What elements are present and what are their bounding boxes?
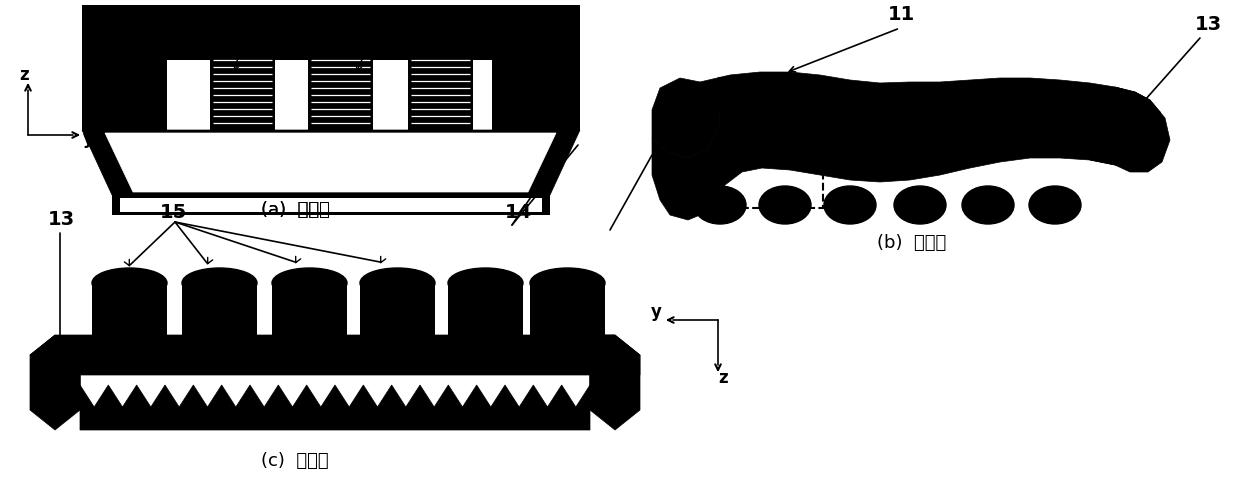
- Ellipse shape: [448, 335, 523, 347]
- Ellipse shape: [825, 186, 875, 224]
- Bar: [82, 5, 580, 60]
- Polygon shape: [652, 78, 720, 158]
- Text: 14: 14: [505, 203, 532, 222]
- Ellipse shape: [272, 335, 347, 347]
- Text: 13: 13: [1195, 15, 1223, 34]
- Text: y: y: [83, 130, 93, 148]
- Ellipse shape: [759, 186, 811, 224]
- Bar: [272, 283, 347, 341]
- Bar: [120, 198, 542, 212]
- Text: 13: 13: [48, 210, 76, 229]
- Bar: [308, 55, 373, 130]
- Text: y: y: [651, 303, 661, 321]
- Bar: [210, 55, 275, 130]
- Bar: [112, 195, 551, 215]
- Polygon shape: [81, 375, 590, 430]
- Text: (b)  侧视图: (b) 侧视图: [878, 234, 946, 252]
- Text: (a)  正视图: (a) 正视图: [260, 201, 330, 219]
- Ellipse shape: [448, 268, 523, 298]
- Ellipse shape: [894, 186, 946, 224]
- Polygon shape: [30, 335, 640, 375]
- Bar: [182, 283, 257, 341]
- Ellipse shape: [529, 268, 605, 298]
- Text: (c)  翻转图: (c) 翻转图: [262, 452, 329, 470]
- Bar: [448, 283, 523, 341]
- Polygon shape: [590, 335, 640, 430]
- Ellipse shape: [272, 268, 347, 298]
- Text: 15: 15: [160, 203, 187, 222]
- Ellipse shape: [182, 268, 257, 298]
- Bar: [360, 283, 435, 341]
- Bar: [529, 283, 605, 341]
- Text: 11: 11: [888, 5, 915, 24]
- Text: z: z: [718, 369, 728, 387]
- Bar: [408, 55, 472, 130]
- Polygon shape: [105, 133, 556, 192]
- Polygon shape: [82, 130, 580, 195]
- Polygon shape: [1115, 92, 1171, 172]
- Ellipse shape: [962, 186, 1014, 224]
- Ellipse shape: [360, 335, 435, 347]
- Ellipse shape: [182, 335, 257, 347]
- Ellipse shape: [529, 335, 605, 347]
- Ellipse shape: [92, 335, 167, 347]
- Ellipse shape: [694, 186, 746, 224]
- Polygon shape: [652, 72, 1166, 220]
- Bar: [92, 283, 167, 341]
- Text: z: z: [19, 66, 29, 84]
- Ellipse shape: [1029, 186, 1081, 224]
- Bar: [492, 55, 580, 130]
- Bar: [82, 55, 167, 130]
- Ellipse shape: [92, 268, 167, 298]
- Polygon shape: [30, 335, 81, 430]
- Ellipse shape: [360, 268, 435, 298]
- Polygon shape: [1090, 87, 1166, 165]
- Text: (a)  正视图: (a) 正视图: [260, 201, 330, 219]
